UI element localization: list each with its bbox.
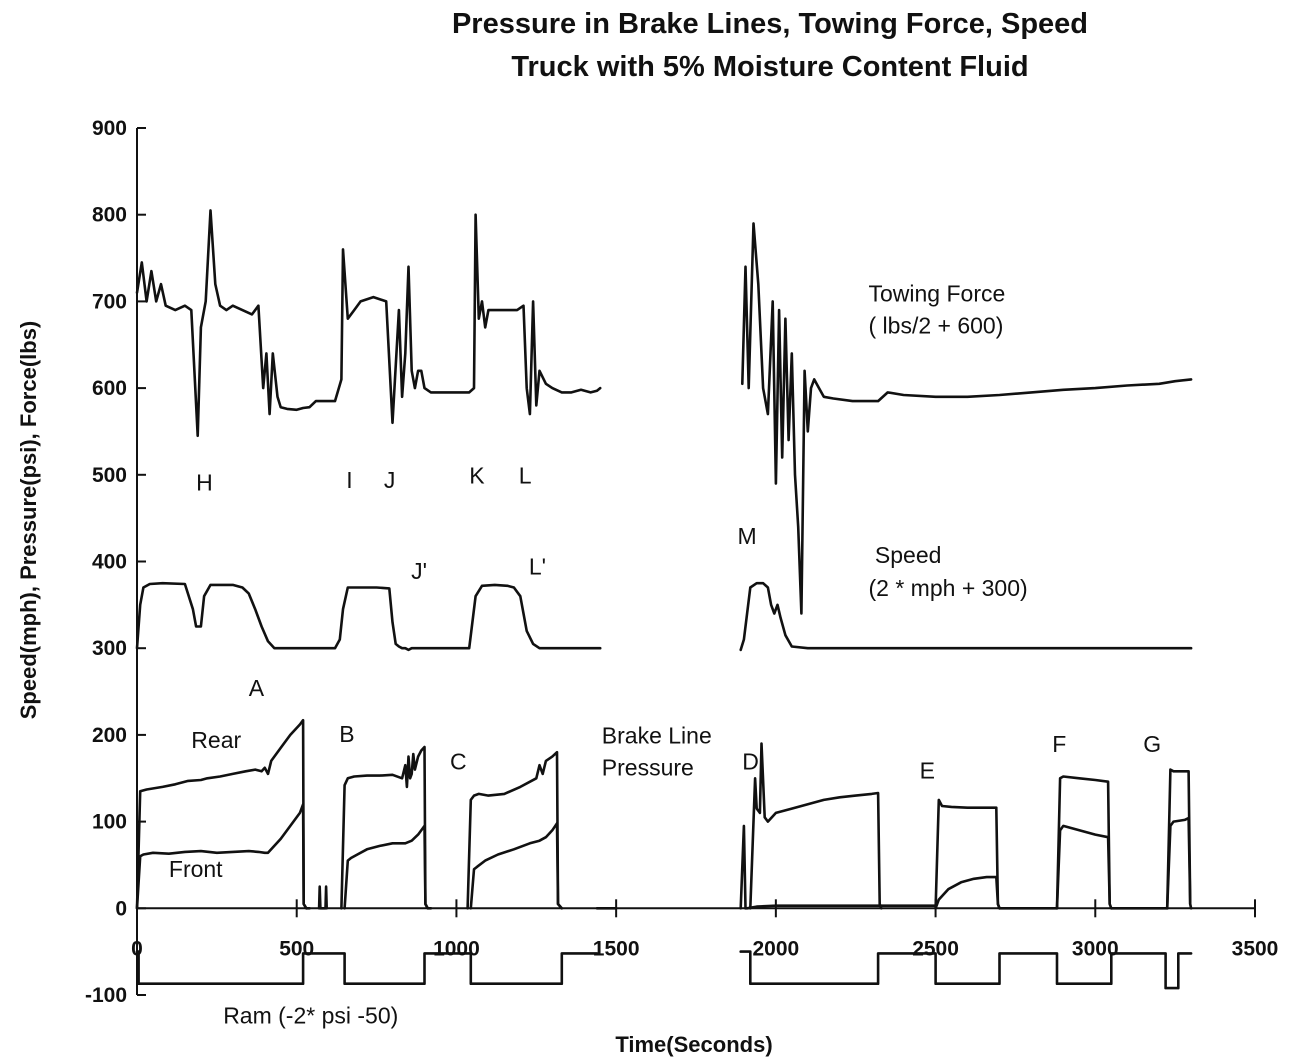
y-tick-label: 800 [92, 204, 127, 227]
y-tick-label: 0 [115, 897, 127, 920]
y-tick-label: 600 [92, 377, 127, 400]
annotation-label: Towing Force [869, 280, 1006, 306]
annotation-label: Brake Line [602, 723, 712, 749]
series-line [739, 950, 1193, 990]
annotation-label: Rear [191, 727, 241, 753]
y-tick-label: -100 [85, 984, 127, 1007]
series-line [740, 222, 1193, 615]
series-line [343, 824, 430, 910]
annotation-label: L [519, 463, 532, 489]
series-line [135, 802, 308, 910]
annotation-label: L' [529, 554, 546, 580]
x-tick-label: 500 [279, 937, 314, 960]
annotation-label: Ram (-2* psi -50) [223, 1003, 398, 1029]
annotation-label: J [384, 467, 396, 493]
series-line [739, 824, 937, 910]
series-line [1055, 775, 1113, 910]
y-tick-label: 700 [92, 290, 127, 313]
series-line [135, 718, 311, 910]
y-tick-label: 500 [92, 464, 127, 487]
annotation-label: H [196, 469, 213, 495]
annotation-label: (2 * mph + 300) [869, 575, 1028, 601]
series-line [469, 821, 564, 910]
annotation-label: A [249, 675, 265, 701]
annotation-label: K [469, 463, 485, 489]
series-line [739, 581, 1193, 652]
x-axis-label: Time(Seconds) [615, 1032, 772, 1057]
y-axis-label: Speed(mph), Pressure(psi), Force(lbs) [16, 321, 41, 720]
annotation-label: C [450, 749, 467, 775]
annotation-label: ( lbs/2 + 600) [869, 313, 1004, 339]
series-line [748, 742, 883, 910]
annotation-label: B [339, 721, 354, 747]
annotation-label: M [738, 523, 757, 549]
series-line [934, 875, 1001, 910]
annotation-label: Front [169, 856, 223, 882]
annotation-label: Speed [875, 542, 942, 568]
x-tick-label: 1500 [593, 937, 640, 960]
annotation-label: D [742, 749, 759, 775]
chart-title: Pressure in Brake Lines, Towing Force, S… [452, 8, 1088, 40]
series-line [934, 798, 1001, 910]
y-tick-label: 100 [92, 811, 127, 834]
series-layer [135, 209, 1193, 990]
annotation-label: J' [411, 558, 427, 584]
annotation-label: E [920, 757, 935, 783]
x-tick-label: 1000 [433, 937, 480, 960]
annotation-label: F [1052, 731, 1066, 757]
annotation-label: G [1143, 731, 1161, 757]
y-tick-label: 400 [92, 551, 127, 574]
series-line [340, 745, 433, 910]
y-tick-label: 200 [92, 724, 127, 747]
series-line [1165, 816, 1192, 910]
y-tick-label: 900 [92, 117, 127, 140]
annotation-label: Pressure [602, 755, 694, 781]
x-tick-label: 3500 [1232, 937, 1279, 960]
annotation-label: I [346, 467, 352, 493]
annotation-layer: Towing Force ( lbs/2 + 600) Speed (2 * mph … [169, 280, 1161, 1028]
series-line [317, 885, 329, 910]
series-line [1055, 824, 1111, 910]
x-tick-label: 0 [131, 937, 143, 960]
series-line [135, 950, 599, 986]
series-line [135, 581, 602, 652]
x-tick-label: 3000 [1072, 937, 1119, 960]
axes: -100 0 100 200 300 400 500 600 700 800 900 0 500 1000… [85, 117, 1278, 1007]
series-line [135, 209, 602, 438]
x-tick-label: 2000 [752, 937, 799, 960]
y-tick-label: 300 [92, 637, 127, 660]
series-line [466, 750, 564, 910]
chart-subtitle: Truck with 5% Moisture Content Fluid [511, 51, 1028, 83]
